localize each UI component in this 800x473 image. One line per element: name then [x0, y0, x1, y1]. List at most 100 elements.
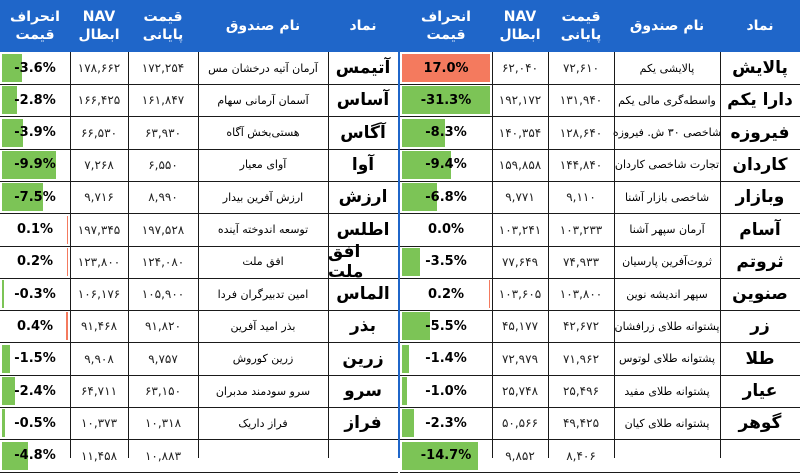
nav-cell: ۱۹۲,۱۷۲ [498, 93, 542, 108]
table-row: -1.5% ۹,۹۰۸ ۹,۷۵۷ زرین کوروش زرین [0, 343, 398, 376]
deviation-bar [402, 150, 451, 179]
deviation-bar [402, 183, 437, 212]
nav-cell: ۱۲۳,۸۰۰ [77, 254, 121, 269]
deviation-bar [2, 54, 22, 82]
table-row: 0.1% ۱۹۷,۳۴۵ ۱۹۷,۵۲۸ توسعه اندوخته آینده اطل… [0, 214, 398, 247]
price-cell: ۱۰۳,۸۰۰ [559, 287, 603, 302]
deviation-bar [2, 86, 17, 115]
symbol-cell: فراز [344, 413, 382, 434]
header-nav: NAV ابطال [499, 9, 541, 43]
fund-name-cell: شاخصی بازار آشنا [624, 190, 710, 204]
symbol-cell: سرو [344, 381, 382, 401]
fund-name-cell: سرو سودمند مدبران [215, 384, 311, 398]
deviation-cell: -9.4% [425, 157, 467, 173]
fund-name-cell: امین تدبیرگران فردا [217, 287, 309, 301]
fund-name-cell: زرین کوروش [232, 352, 294, 366]
table-row: -1.0% ۲۵,۷۴۸ ۲۵,۴۹۶ پشتوانه طلای مفید عیار [400, 375, 800, 408]
fund-name-cell: پشتوانه طلای مفید [624, 384, 710, 398]
table-row: 0.0% ۱۰۳,۲۴۱ ۱۰۳,۲۳۳ آرمان سپهر آشنا آسام [400, 214, 800, 247]
symbol-cell: آوا [351, 154, 375, 175]
symbol-cell: وبازار [735, 187, 785, 208]
symbol-cell: کاردان [732, 154, 788, 175]
price-cell: ۱۲۸,۶۴۰ [559, 125, 603, 140]
price-cell: ۱۰,۸۸۳ [144, 448, 182, 463]
symbol-cell: بذر [350, 316, 376, 337]
nav-cell: ۶۲,۰۴۰ [501, 61, 539, 75]
fund-name-cell: پشتوانه طلای کیان [624, 416, 710, 430]
fund-name-cell: آوای معیار [239, 158, 287, 172]
column-divider [328, 52, 329, 458]
price-cell: ۸,۹۹۰ [148, 190, 178, 205]
deviation-cell: 0.0% [427, 222, 465, 237]
deviation-bar [67, 215, 68, 244]
column-divider [128, 52, 129, 458]
price-cell: ۱۹۷,۵۲۸ [141, 222, 185, 237]
deviation-cell: -0.3% [14, 286, 56, 302]
price-cell: ۱۰,۳۱۸ [144, 416, 182, 431]
fund-name-cell: پشتوانه طلای زرافشان [614, 319, 720, 333]
deviation-bar [2, 377, 15, 405]
fund-name-cell: پالایشی یکم [639, 61, 695, 75]
deviation-cell: -2.4% [14, 383, 56, 399]
nav-cell: ۷۲,۹۷۹ [501, 351, 539, 366]
price-cell: ۱۴۴,۸۴۰ [559, 157, 603, 172]
right-table: انحراف قیمت NAV ابطال قیمت پایانی نام صندوق… [400, 0, 800, 473]
deviation-bar [402, 344, 409, 373]
table-row: -8.3% ۱۴۰,۳۵۴ ۱۲۸,۶۴۰ شاخصی ۳۰ ش. فیروزه فیر… [400, 117, 800, 150]
deviation-bar [67, 247, 68, 276]
table-row: -9.9% ۷,۲۶۸ ۶,۵۵۰ آوای معیار آوا [0, 149, 398, 182]
fund-name-cell: توسعه اندوخته آینده [217, 223, 309, 236]
symbol-cell: عیار [742, 381, 778, 401]
symbol-cell: پالایش [732, 58, 788, 78]
table-row: -3.6% ۱۷۸,۶۶۲ ۱۷۲,۲۵۴ آرمان آتیه درخشان مس آ… [0, 52, 398, 85]
table-row: 0.2% ۱۰۳,۶۰۵ ۱۰۳,۸۰۰ سپهر اندیشه نوین صنوین [400, 278, 800, 312]
deviation-cell: -3.9% [14, 125, 56, 141]
price-cell: ۷۲,۶۱۰ [562, 61, 600, 75]
deviation-cell: 17.0% [423, 60, 469, 76]
column-divider [492, 52, 493, 458]
price-cell: ۷۱,۹۶۲ [562, 351, 600, 366]
deviation-cell: -2.8% [14, 92, 56, 108]
deviation-cell: -14.7% [420, 448, 472, 464]
price-cell: ۶۳,۹۳۰ [144, 125, 182, 140]
header-deviation: انحراف قیمت [421, 9, 471, 43]
symbol-cell: اطلس [336, 219, 390, 240]
nav-cell: ۹,۷۷۱ [505, 190, 535, 205]
deviation-cell: -31.3% [420, 92, 472, 108]
deviation-bar [402, 247, 420, 276]
table-row: -14.7% ۹,۸۵۲ ۸,۴۰۶ [400, 440, 800, 473]
fund-name-cell: سپهر اندیشه نوین [626, 287, 708, 301]
deviation-bar [2, 409, 5, 438]
price-cell: ۱۰۵,۹۰۰ [141, 287, 185, 302]
fund-name-cell [614, 440, 720, 472]
nav-cell: ۱۶۶,۴۲۵ [77, 93, 121, 108]
deviation-cell: -5.5% [425, 318, 467, 334]
table-row: -3.9% ۶۶,۵۳۰ ۶۳,۹۳۰ هستی‌بخش آگاه آگاس [0, 117, 398, 150]
nav-cell: ۹,۹۰۸ [84, 351, 114, 366]
deviation-bar [402, 312, 430, 341]
symbol-cell: زر [750, 316, 770, 337]
nav-cell: ۶۶,۵۳۰ [80, 125, 118, 140]
symbol-cell: دارا یکم [727, 90, 793, 111]
price-cell: ۶۳,۱۵۰ [144, 384, 182, 398]
table-row: -2.4% ۶۴,۷۱۱ ۶۳,۱۵۰ سرو سودمند مدبران سرو [0, 375, 398, 408]
table-row: -6.8% ۹,۷۷۱ ۹,۱۱۰ شاخصی بازار آشنا وبازار [400, 181, 800, 215]
deviation-bar [66, 312, 68, 341]
fund-name-cell: ارزش آفرین بیدار [222, 190, 304, 204]
header-nav: NAV ابطال [78, 9, 120, 43]
deviation-cell: -8.3% [425, 125, 467, 141]
nav-cell: ۶۴,۷۱۱ [80, 384, 118, 398]
left-table: انحراف قیمت NAV ابطال قیمت پایانی نام صندوق… [0, 0, 398, 473]
nav-cell: ۷,۲۶۸ [84, 157, 114, 172]
symbol-cell: آگاس [340, 122, 386, 143]
fund-name-cell: افق ملت [242, 255, 284, 269]
symbol-cell: آساس [336, 90, 390, 111]
deviation-cell: 0.4% [16, 318, 54, 334]
right-table-header: انحراف قیمت NAV ابطال قیمت پایانی نام صندوق… [400, 0, 800, 52]
nav-cell: ۱۴۰,۳۵۴ [498, 125, 542, 140]
price-cell: ۱۳۱,۹۴۰ [559, 93, 603, 108]
column-divider [70, 52, 71, 458]
price-cell: ۷۴,۹۳۳ [562, 254, 600, 269]
deviation-bar [2, 150, 56, 179]
table-row: -0.3% ۱۰۶,۱۷۶ ۱۰۵,۹۰۰ امین تدبیرگران فردا ال… [0, 278, 398, 312]
